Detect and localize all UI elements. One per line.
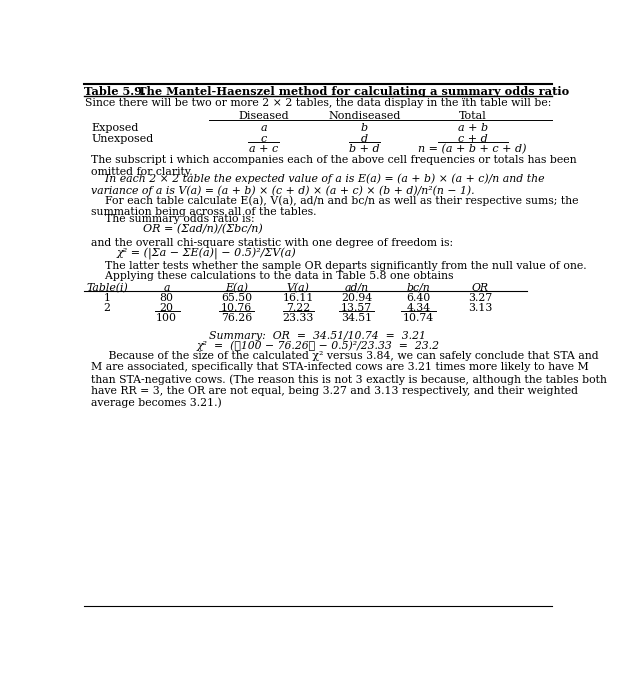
- Text: d: d: [361, 134, 368, 143]
- Text: 7.22: 7.22: [286, 303, 311, 313]
- Text: Table(i): Table(i): [86, 283, 128, 293]
- Text: Because of the size of the calculated χ² versus 3.84, we can safely conclude tha: Because of the size of the calculated χ²…: [92, 350, 608, 408]
- Text: b + d: b + d: [349, 144, 379, 154]
- Text: 20: 20: [159, 303, 174, 313]
- Text: 3.27: 3.27: [468, 293, 493, 303]
- Text: The summary odds ratio is:: The summary odds ratio is:: [92, 214, 255, 223]
- Text: b: b: [361, 123, 368, 133]
- Text: c: c: [260, 134, 267, 143]
- Text: OR = (Σad/n)/(Σbc/n): OR = (Σad/n)/(Σbc/n): [143, 223, 263, 234]
- Text: Nondiseased: Nondiseased: [328, 111, 401, 121]
- Text: Summary:  OR  =  34.51/10.74  =  3.21: Summary: OR = 34.51/10.74 = 3.21: [210, 331, 426, 341]
- Text: 4.34: 4.34: [407, 303, 430, 313]
- Text: 23.33: 23.33: [283, 313, 314, 323]
- Text: Unexposed: Unexposed: [92, 134, 154, 143]
- Text: 34.51: 34.51: [341, 313, 372, 323]
- Text: ad/n: ad/n: [345, 283, 368, 293]
- Text: V(a): V(a): [287, 283, 310, 293]
- Text: E(a): E(a): [225, 283, 248, 293]
- Text: The Mantel-Haenszel method for calculating a summary odds ratio: The Mantel-Haenszel method for calculati…: [130, 86, 569, 97]
- Text: OR: OR: [472, 283, 489, 293]
- Text: 65.50: 65.50: [221, 293, 252, 303]
- Text: 20.94: 20.94: [341, 293, 372, 303]
- Text: 3.13: 3.13: [468, 303, 493, 313]
- Text: 76.26: 76.26: [221, 313, 252, 323]
- Text: 16.11: 16.11: [283, 293, 314, 303]
- Text: 100: 100: [156, 313, 177, 323]
- Text: Since there will be two or more 2 × 2 tables, the data display in the ïth table : Since there will be two or more 2 × 2 ta…: [84, 98, 551, 108]
- Text: 80: 80: [159, 293, 174, 303]
- Text: Total: Total: [459, 111, 487, 121]
- Text: c + d: c + d: [458, 134, 487, 143]
- Text: and the overall chi-square statistic with one degree of freedom is:: and the overall chi-square statistic wit…: [92, 238, 454, 247]
- Text: Diseased: Diseased: [238, 111, 289, 121]
- Text: The subscript i which accompanies each of the above cell frequencies or totals h: The subscript i which accompanies each o…: [92, 155, 577, 177]
- Text: 6.40: 6.40: [406, 293, 431, 303]
- Text: a: a: [260, 123, 267, 133]
- Text: 1: 1: [104, 293, 110, 303]
- Text: 10.76: 10.76: [221, 303, 252, 313]
- Text: Table 5.9.: Table 5.9.: [84, 86, 146, 97]
- Text: Exposed: Exposed: [92, 123, 139, 133]
- Text: For each table calculate E(a), V(a), ad/n and bc/n as well as their respective s: For each table calculate E(a), V(a), ad/…: [92, 195, 579, 217]
- Text: bc/n: bc/n: [407, 283, 430, 293]
- Text: 10.74: 10.74: [403, 313, 434, 323]
- Text: Applying these calculations to the data in Table 5.8 one obtains: Applying these calculations to the data …: [92, 270, 454, 281]
- Text: a: a: [164, 283, 170, 293]
- Text: a + b: a + b: [458, 123, 488, 133]
- Text: a + c: a + c: [249, 144, 278, 154]
- Text: χ²  =  (❘100 − 76.26❘ − 0.5)²/23.33  =  23.2: χ² = (❘100 − 76.26❘ − 0.5)²/23.33 = 23.2: [197, 341, 439, 351]
- Text: 13.57: 13.57: [341, 303, 372, 313]
- Text: The latter tests whether the sample OR departs significantly from the null value: The latter tests whether the sample OR d…: [92, 262, 587, 271]
- Text: 2: 2: [104, 303, 110, 313]
- Text: In each 2 × 2 table the expected value of a is E(a) = (a + b) × (a + c)/n and th: In each 2 × 2 table the expected value o…: [92, 173, 545, 197]
- Text: n = (a + b + c + d): n = (a + b + c + d): [418, 144, 527, 154]
- Text: χ² = (|Σa − ΣE(a)| − 0.5)²/ΣV(a): χ² = (|Σa − ΣE(a)| − 0.5)²/ΣV(a): [117, 247, 296, 260]
